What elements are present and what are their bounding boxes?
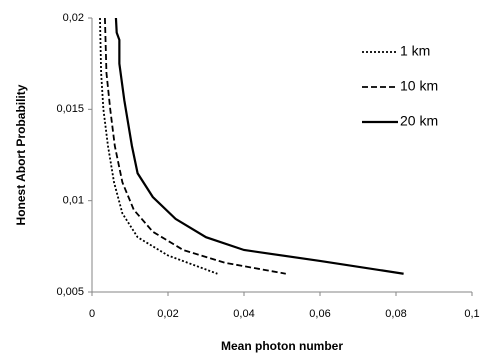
x-tick-label: 0,04 bbox=[233, 308, 254, 320]
x-tick-label: 0,08 bbox=[385, 308, 406, 320]
legend-label: 1 km bbox=[400, 43, 430, 59]
x-axis-title: Mean photon number bbox=[221, 339, 343, 353]
x-tick-label: 0,06 bbox=[309, 308, 330, 320]
x-tick-label: 0,02 bbox=[157, 308, 178, 320]
series-line bbox=[104, 17, 286, 275]
series-line bbox=[114, 17, 404, 275]
x-tick-label: 0,1 bbox=[464, 308, 479, 320]
legend-label: 10 km bbox=[400, 78, 438, 94]
y-tick-label: 0,005 bbox=[56, 286, 84, 298]
x-tick-label: 0 bbox=[89, 308, 95, 320]
y-tick-label: 0,015 bbox=[56, 103, 84, 115]
legend-label: 20 km bbox=[400, 113, 438, 129]
y-tick-label: 0,02 bbox=[63, 12, 84, 24]
series-line bbox=[99, 17, 218, 275]
y-tick-label: 0,01 bbox=[63, 195, 84, 207]
y-axis-title: Honest Abort Probability bbox=[14, 84, 28, 225]
